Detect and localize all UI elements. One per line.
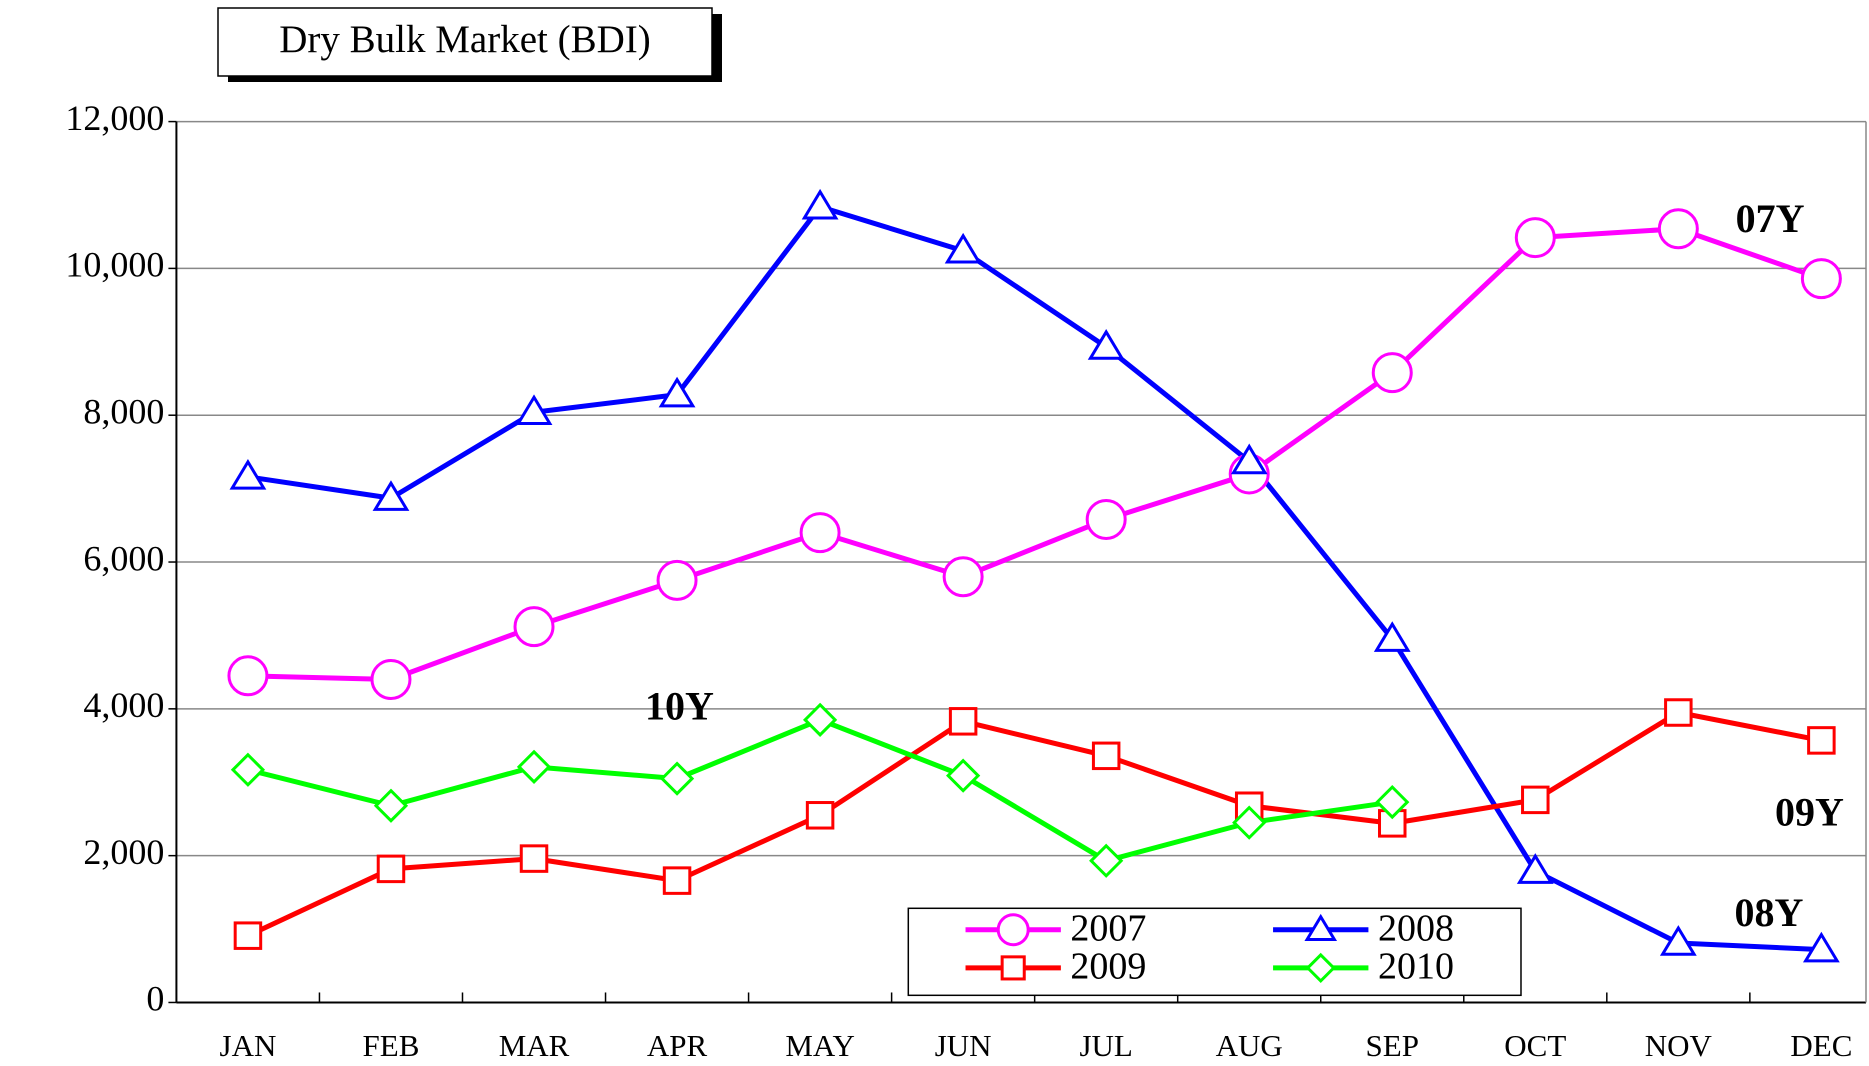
marker — [1305, 952, 1336, 984]
title-box — [217, 7, 713, 77]
marker — [1659, 925, 1697, 956]
marker — [805, 801, 835, 830]
x-tick-label: NOV — [1645, 1028, 1713, 1063]
marker — [662, 866, 692, 895]
marker — [656, 559, 698, 601]
x-tick-label: OCT — [1504, 1028, 1566, 1063]
annotation: 08Y — [1734, 890, 1803, 935]
annotation: 09Y — [1775, 790, 1844, 835]
marker — [372, 480, 410, 511]
y-tick-label: 12,000 — [65, 98, 164, 138]
marker — [227, 655, 269, 697]
marker — [948, 707, 978, 736]
y-tick-label: 10,000 — [65, 245, 164, 285]
legend-label: 2010 — [1378, 946, 1454, 988]
marker — [1087, 329, 1125, 360]
marker — [1304, 913, 1338, 942]
marker — [519, 844, 549, 873]
series-line — [247, 717, 1393, 864]
marker — [1514, 217, 1556, 259]
marker — [1802, 931, 1840, 963]
marker — [1230, 443, 1268, 475]
marker — [942, 556, 984, 598]
marker — [1232, 805, 1267, 840]
series-line — [247, 226, 1823, 682]
marker — [515, 394, 553, 426]
legend-label: 2007 — [1070, 907, 1146, 949]
chart-title: Dry Bulk Market (BDI) — [279, 18, 651, 61]
x-tick-label: MAY — [785, 1028, 855, 1063]
marker — [1521, 785, 1550, 815]
y-tick-label: 8,000 — [83, 391, 164, 431]
marker — [233, 921, 263, 950]
marker — [658, 376, 696, 408]
marker — [659, 761, 695, 796]
marker — [1085, 498, 1127, 540]
annotation: 10Y — [645, 684, 714, 729]
x-tick-label: FEB — [363, 1028, 420, 1063]
marker — [1373, 621, 1411, 652]
marker — [376, 854, 406, 884]
annotation: 07Y — [1736, 196, 1805, 241]
marker — [513, 606, 555, 648]
marker — [1000, 955, 1026, 981]
marker — [799, 512, 841, 554]
legend-label: 2008 — [1378, 907, 1454, 949]
marker — [1807, 726, 1836, 755]
marker — [1375, 784, 1410, 820]
marker — [230, 752, 266, 787]
x-tick-label: JAN — [220, 1028, 277, 1063]
x-tick-label: JUL — [1079, 1028, 1132, 1063]
marker — [229, 458, 267, 490]
marker — [1091, 741, 1121, 771]
legend-label: 2009 — [1070, 946, 1146, 988]
marker — [1800, 258, 1842, 300]
y-tick-label: 0 — [146, 979, 164, 1019]
marker — [370, 658, 412, 700]
x-tick-label: MAR — [499, 1028, 570, 1063]
series-line — [247, 204, 1822, 953]
marker — [1089, 843, 1124, 878]
y-tick-label: 2,000 — [83, 832, 164, 872]
x-tick-label: JUN — [935, 1028, 992, 1063]
y-tick-label: 4,000 — [83, 685, 164, 725]
series-line — [246, 710, 1822, 938]
marker — [802, 702, 838, 737]
marker — [1516, 853, 1554, 884]
marker — [516, 749, 552, 784]
marker — [944, 232, 982, 264]
x-tick-label: APR — [647, 1028, 708, 1063]
marker — [373, 788, 409, 823]
marker — [1371, 352, 1413, 394]
marker — [996, 913, 1030, 947]
x-tick-label: DEC — [1790, 1028, 1852, 1063]
x-tick-label: AUG — [1216, 1028, 1283, 1063]
marker — [1664, 698, 1693, 727]
x-tick-label: SEP — [1366, 1028, 1419, 1063]
marker — [1657, 208, 1699, 250]
marker — [801, 188, 839, 220]
marker — [946, 758, 981, 793]
y-tick-label: 6,000 — [83, 538, 164, 578]
